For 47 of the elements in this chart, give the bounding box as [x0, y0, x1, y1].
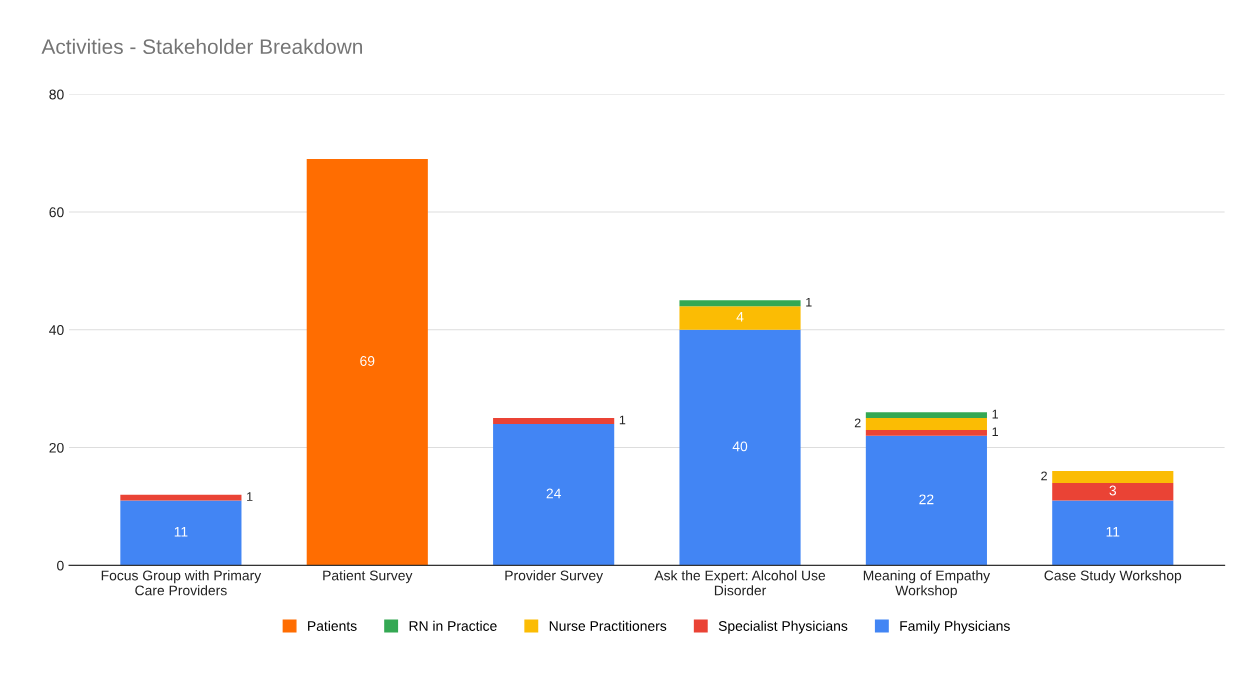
bar: [865, 435, 987, 566]
y-tick-label: 80: [49, 89, 64, 100]
bar: [865, 429, 987, 436]
bar: [1052, 500, 1174, 566]
bar: [865, 412, 987, 419]
bar: [120, 494, 242, 501]
x-tick-label: Case Study Workshop: [1044, 570, 1182, 584]
data-label: 22: [919, 494, 934, 505]
data-label: 3: [1109, 485, 1117, 496]
data-label: 1: [992, 427, 998, 437]
bar: [865, 418, 987, 430]
x-tick-label: Focus Group with Primary Care Providers: [101, 570, 262, 596]
bar: [679, 300, 801, 307]
data-label: 2: [1041, 471, 1047, 481]
bar: [306, 159, 428, 566]
data-label: 11: [174, 526, 188, 537]
data-label: 24: [546, 488, 561, 499]
data-label: 1: [247, 492, 253, 501]
bar: [493, 418, 615, 424]
legend-label: Nurse Practitioners: [549, 620, 667, 631]
bar: [493, 423, 615, 566]
legend-label: RN in Practice: [409, 620, 497, 631]
bar: [1052, 471, 1174, 483]
data-label: 1: [992, 409, 998, 419]
data-label: 11: [1106, 526, 1120, 537]
bar: [679, 329, 801, 566]
y-tick-label: 0: [57, 560, 64, 571]
bar: [679, 306, 801, 330]
x-tick-label: Provider Survey: [505, 570, 604, 584]
data-label: 40: [732, 441, 748, 452]
x-tick-label: Ask the Expert: Alcohol Use Disorder: [654, 570, 826, 596]
y-tick-label: 40: [49, 325, 64, 335]
legend-label: Specialist Physicians: [718, 620, 848, 634]
data-label: 1: [619, 415, 626, 425]
legend-label: Patients: [308, 620, 357, 631]
y-tick-label: 20: [49, 442, 64, 453]
data-label: 4: [736, 312, 744, 322]
x-tick-label: Meaning of Empathy Workshop: [863, 570, 991, 599]
bar: [120, 500, 242, 566]
data-label: 69: [360, 356, 375, 366]
y-tick-label: 60: [49, 207, 64, 218]
legend-label: Family Physicians: [900, 620, 1010, 634]
bar: [1052, 482, 1174, 501]
data-label: 1: [806, 297, 812, 307]
x-tick-label: Patient Survey: [323, 570, 413, 584]
chart-title: Activities - Stakeholder Breakdown: [41, 38, 363, 55]
data-label: 2: [854, 418, 861, 428]
